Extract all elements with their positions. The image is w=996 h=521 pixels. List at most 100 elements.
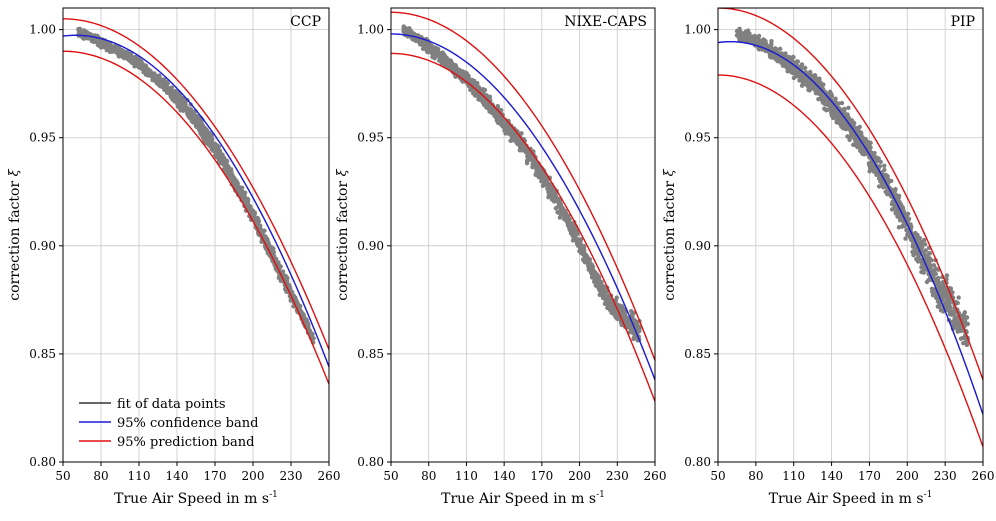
scatter-point [753, 34, 758, 39]
scatter-point [230, 179, 236, 184]
scatter-point [77, 27, 82, 33]
scatter-point [895, 197, 901, 203]
y-axis-label: correction factor ξ [662, 168, 678, 300]
scatter-point [769, 39, 774, 44]
scatter-point [241, 195, 246, 200]
scatter-point [625, 316, 631, 321]
scatter-point [870, 167, 875, 172]
scatter-point [868, 140, 873, 146]
scatter-point [619, 322, 624, 328]
scatter-point [930, 270, 935, 275]
x-tick-label: 80 [421, 469, 436, 483]
scatter-point [919, 265, 924, 270]
scatter-point [798, 77, 804, 82]
scatter-point [535, 173, 540, 178]
scatter-point [90, 38, 96, 44]
scatter-point [580, 257, 586, 262]
scatter-point [915, 235, 920, 240]
scatter-point [595, 282, 600, 288]
scatter-point [828, 105, 833, 111]
scatter-point [196, 124, 202, 130]
scatter-point [810, 73, 816, 78]
scatter-point [563, 215, 568, 221]
x-tick-label: 110 [455, 469, 478, 483]
scatter-point [875, 158, 880, 164]
y-tick-label: 1.00 [357, 23, 384, 37]
x-tick-label: 230 [280, 469, 303, 483]
scatter-point [198, 121, 204, 126]
scatter-point [839, 124, 844, 129]
x-tick-label: 200 [896, 469, 919, 483]
scatter-point [183, 102, 188, 108]
legend-label: fit of data points [117, 397, 226, 412]
scatter-point [157, 73, 162, 78]
scatter-point [586, 257, 591, 262]
scatter-point [509, 129, 514, 134]
scatter-point [632, 334, 637, 340]
scatter-point [173, 92, 179, 98]
scatter-point [854, 127, 859, 133]
scatter-point [503, 127, 509, 132]
scatter-point [519, 145, 524, 150]
scatter-point [209, 140, 215, 145]
scatter-point [893, 210, 898, 216]
y-tick-label: 1.00 [29, 23, 56, 37]
scatter-point [950, 319, 956, 324]
scatter-point [955, 329, 960, 334]
scatter-point [596, 278, 602, 284]
scatter-point [588, 268, 593, 273]
scatter-point [439, 61, 445, 66]
x-tick-label: 50 [383, 469, 398, 483]
scatter-point [146, 72, 151, 77]
scatter-point [882, 167, 887, 173]
panel-title: PIP [951, 14, 975, 30]
scatter-point [220, 155, 225, 160]
scatter-point [635, 319, 640, 325]
scatter-point [818, 80, 823, 85]
series-line-prediction-lower [63, 50, 329, 385]
scatter-point [747, 36, 752, 41]
legend-label: 95% confidence band [117, 416, 258, 431]
scatter-point [307, 328, 313, 333]
scatter-point [832, 108, 837, 113]
scatter-point [952, 308, 957, 313]
y-tick-label: 0.90 [357, 239, 384, 253]
scatter-point [118, 50, 123, 56]
scatter-point [447, 57, 452, 63]
series-line-fit [718, 41, 983, 415]
scatter-point [448, 64, 454, 69]
scatter-point [822, 106, 827, 111]
scatter-point [854, 142, 859, 147]
x-tick-label: 230 [934, 469, 957, 483]
scatter-point [505, 124, 510, 129]
scatter-point [890, 201, 896, 207]
y-tick-label: 0.95 [357, 131, 384, 145]
scatter-point [481, 88, 487, 93]
scatter-point [557, 215, 563, 220]
x-axis-label: True Air Speed in m s-1 [114, 490, 278, 507]
scatter-point [777, 46, 783, 52]
scatter-point [460, 71, 466, 77]
scatter-point [863, 140, 869, 145]
x-tick-label: 170 [204, 469, 227, 483]
scatter-point [553, 195, 558, 201]
scatter-point [803, 65, 808, 71]
scatter-point [120, 54, 126, 60]
panel-title: CCP [290, 14, 321, 30]
x-tick-label: 140 [820, 469, 843, 483]
chart-panel-2: 50 80 110 140 170 200 230 260 0.80 0.85 0.90 0.95 1.… [335, 7, 666, 507]
series-line-prediction-upper [63, 18, 329, 350]
scatter-point [130, 59, 136, 64]
scatter-point [128, 51, 134, 57]
scatter-point [498, 117, 504, 122]
scatter-point [937, 304, 942, 309]
y-tick-label: 0.85 [684, 347, 711, 361]
x-axis-label-superscript: -1 [596, 490, 605, 500]
scatter-point [592, 279, 597, 285]
scatter-point [905, 211, 911, 217]
scatter-point [938, 307, 944, 313]
y-axis-label-symbol: ξ [335, 168, 350, 176]
series-line-prediction-upper [391, 11, 655, 361]
x-tick-label: 260 [972, 469, 995, 483]
scatter-point [826, 102, 831, 107]
